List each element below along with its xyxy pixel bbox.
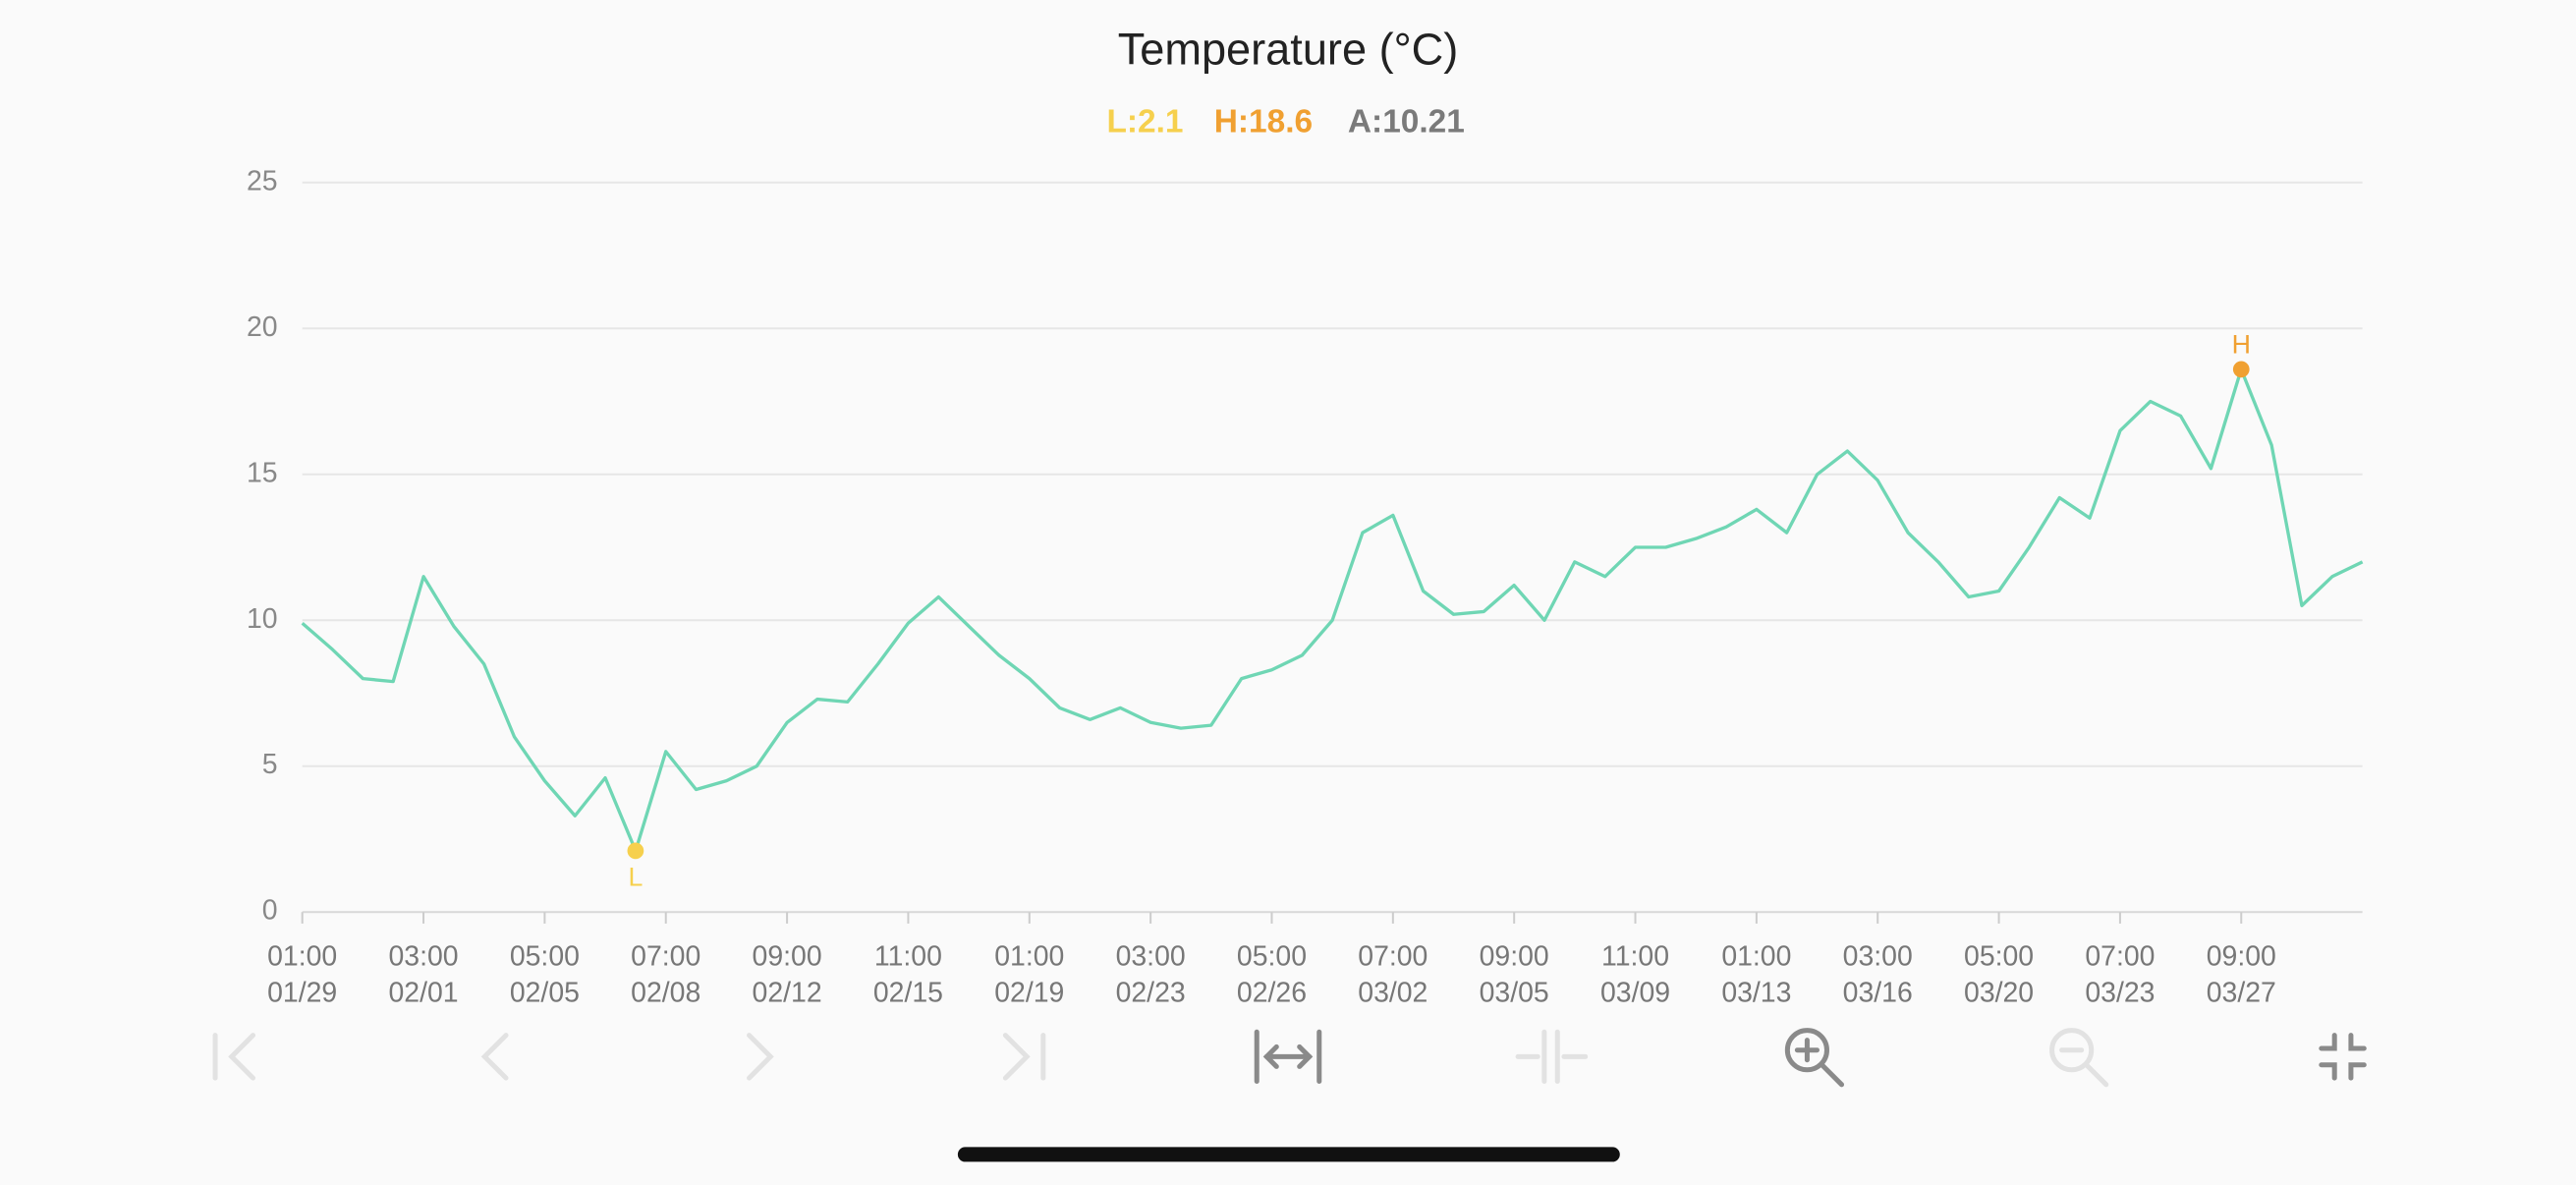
x-tick-date: 03/27	[2207, 977, 2276, 1008]
chart-title: Temperature (°C)	[1118, 25, 1459, 75]
low-stat: L:2.1	[1106, 103, 1183, 140]
y-tick-label: 10	[247, 603, 278, 635]
x-tick-date: 02/12	[753, 977, 822, 1008]
x-tick-date: 02/08	[631, 977, 700, 1008]
x-tick-date: 03/02	[1358, 977, 1428, 1008]
x-tick-time: 01:00	[994, 941, 1064, 973]
y-tick-label: 25	[247, 165, 278, 197]
next-button[interactable]	[747, 1033, 774, 1081]
x-tick-time: 05:00	[1964, 941, 2034, 973]
x-tick-date: 03/23	[2085, 977, 2155, 1008]
plot: 0 5 10 15 20 25 01:00 01/29 03:00 02/01 05:00 02/05…	[247, 165, 2364, 1008]
zoom-in-button[interactable]	[1784, 1028, 1845, 1088]
x-tick-time: 09:00	[753, 941, 822, 973]
x-tick-time: 09:00	[2207, 941, 2276, 973]
first-button[interactable]	[212, 1033, 256, 1081]
x-tick-date: 03/09	[1600, 977, 1670, 1008]
x-tick-date: 02/05	[510, 977, 580, 1008]
x-tick-date: 02/01	[388, 977, 458, 1008]
x-tick-date: 02/26	[1237, 977, 1307, 1008]
x-tick-date: 02/19	[994, 977, 1064, 1008]
x-tick-date: 02/15	[873, 977, 943, 1008]
zoom-out-button[interactable]	[2049, 1028, 2109, 1088]
x-tick-date: 02/23	[1116, 977, 1186, 1008]
x-tick-time: 03:00	[388, 941, 458, 973]
low-marker-label: L	[628, 862, 643, 891]
x-tick-time: 05:00	[1237, 941, 1307, 973]
x-tick-time: 07:00	[2085, 941, 2155, 973]
average-stat: A:10.21	[1348, 103, 1465, 140]
x-tick-date: 03/20	[1964, 977, 2034, 1008]
x-tick-date: 03/13	[1721, 977, 1791, 1008]
x-tick-time: 01:00	[1721, 941, 1791, 973]
y-tick-label: 5	[262, 749, 278, 780]
x-tick-time: 03:00	[1843, 941, 1913, 973]
y-tick-label: 0	[262, 895, 278, 927]
toolbar	[212, 1028, 2367, 1088]
compress-button[interactable]	[1515, 1029, 1589, 1084]
collapse-button[interactable]	[2319, 1033, 2367, 1081]
x-tick-time: 09:00	[1480, 941, 1549, 973]
x-tick-time: 07:00	[1358, 941, 1428, 973]
fit-button[interactable]	[1254, 1029, 1322, 1084]
x-tick-time: 05:00	[510, 941, 580, 973]
y-tick-label: 15	[247, 457, 278, 488]
prev-button[interactable]	[480, 1033, 509, 1081]
x-tick-time: 11:00	[1601, 941, 1669, 973]
x-tick-date: 03/05	[1480, 977, 1549, 1008]
low-marker	[627, 842, 644, 860]
x-tick-time: 11:00	[874, 941, 942, 973]
high-stat: H:18.6	[1214, 103, 1313, 140]
x-tick-date: 01/29	[267, 977, 337, 1008]
home-indicator	[957, 1147, 1620, 1162]
x-tick-time: 01:00	[267, 941, 337, 973]
high-marker-label: H	[2232, 330, 2251, 360]
x-tick-time: 03:00	[1116, 941, 1186, 973]
y-tick-label: 20	[247, 311, 278, 343]
last-button[interactable]	[1002, 1033, 1046, 1081]
temperature-line	[301, 367, 2364, 853]
high-marker	[2232, 361, 2250, 378]
x-tick-time: 07:00	[631, 941, 700, 973]
x-tick-date: 03/16	[1843, 977, 1913, 1008]
